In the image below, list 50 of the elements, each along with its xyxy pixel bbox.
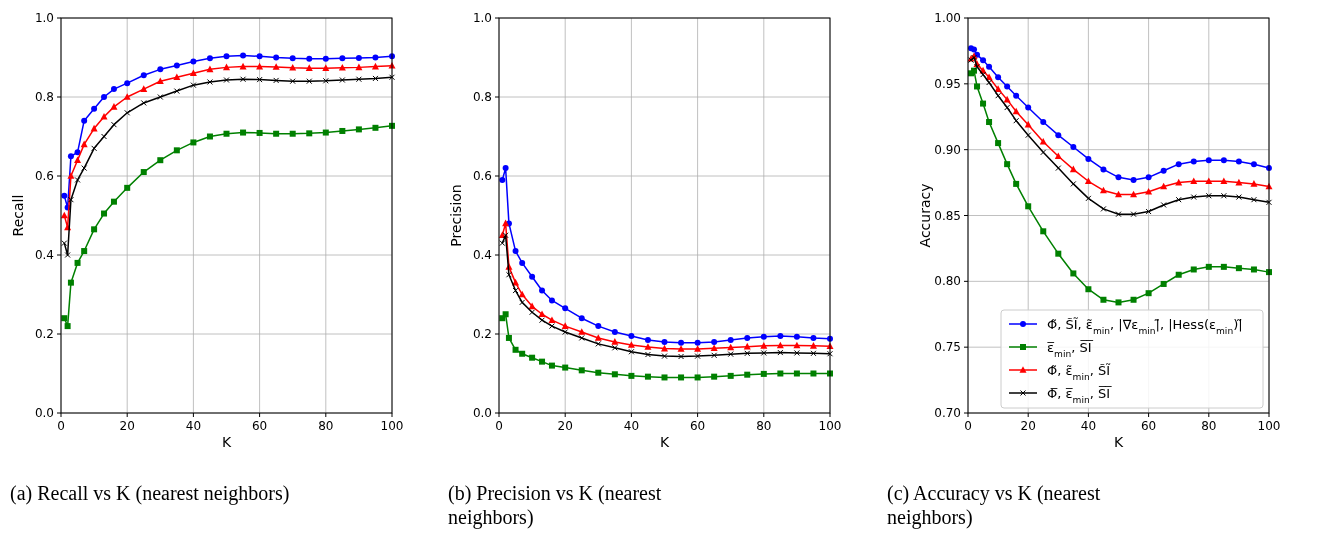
y-tick-label: 0.95 bbox=[934, 76, 961, 91]
y-tick-label: 0.2 bbox=[34, 327, 54, 341]
x-tick-label: 60 bbox=[1140, 419, 1157, 433]
y-tick-label: 0.80 bbox=[934, 274, 961, 289]
y-tick-label: 0.4 bbox=[34, 248, 54, 262]
x-tick-label: 80 bbox=[756, 419, 772, 433]
x-tick-label: 40 bbox=[185, 419, 202, 433]
text: (a) Recall vs K (nearest neighbors) bbox=[10, 482, 290, 505]
y-tick-label: 0.0 bbox=[34, 406, 54, 420]
y-tick-label: 0.2 bbox=[472, 327, 492, 341]
x-axis-title: K bbox=[221, 434, 232, 450]
y-tick-label: 1.0 bbox=[472, 11, 492, 25]
x-tick-label: 100 bbox=[380, 419, 404, 433]
x-tick-label: 20 bbox=[119, 419, 135, 433]
x-tick-label: 20 bbox=[1020, 419, 1036, 433]
legend-label: Φ̃, S̃Ĩ, ε̃$_{min}$, |∇ε$_{min}$|̃, |Hess(ε$_{min}$)|̃ bbox=[1047, 317, 1243, 336]
y-tick-label: 1.0 bbox=[34, 11, 54, 25]
y-tick-label: 0.6 bbox=[34, 169, 54, 183]
y-tick-label: 0.70 bbox=[934, 406, 961, 420]
y-tick-label: 0.4 bbox=[472, 248, 492, 262]
x-tick-label: 60 bbox=[251, 419, 268, 433]
x-tick-label: 40 bbox=[623, 419, 640, 433]
x-tick-label: 0 bbox=[495, 419, 503, 433]
x-tick-label: 80 bbox=[1201, 419, 1217, 433]
legend-label: Φ̅, ε̅$_{min}$, S̅I̅ bbox=[1047, 385, 1113, 405]
x-tick-label: 100 bbox=[1257, 419, 1281, 433]
text: (c) Accuracy vs K (nearest neighbors) bbox=[887, 482, 1101, 529]
y-tick-label: 0.75 bbox=[934, 340, 961, 355]
y-tick-label: 0.90 bbox=[934, 142, 961, 157]
y-axis-title: Precision bbox=[448, 184, 464, 247]
text: (b) Precision vs K (nearest neighbors) bbox=[448, 482, 662, 529]
x-tick-label: 100 bbox=[818, 419, 842, 433]
y-tick-label: 0.6 bbox=[472, 169, 492, 183]
legend-label: Φ̃, ε̃$_{min}$, S̃Ĩ bbox=[1047, 363, 1112, 382]
x-tick-label: 0 bbox=[964, 419, 972, 433]
legend-label: ε̅$_{min}$, S̅I̅ bbox=[1046, 339, 1094, 359]
x-tick-label: 20 bbox=[557, 419, 573, 433]
y-tick-label: 0.0 bbox=[472, 406, 492, 420]
y-axis-title: Accuracy bbox=[917, 183, 933, 248]
x-axis-title: K bbox=[659, 434, 670, 450]
x-tick-label: 80 bbox=[318, 419, 334, 433]
y-tick-label: 1.00 bbox=[934, 11, 961, 25]
y-tick-label: 0.85 bbox=[934, 208, 961, 223]
y-tick-label: 0.8 bbox=[472, 90, 492, 104]
y-axis-title: Recall bbox=[10, 194, 26, 237]
x-tick-label: 0 bbox=[57, 419, 65, 433]
x-tick-label: 40 bbox=[1080, 419, 1097, 433]
x-axis-title: K bbox=[1113, 434, 1124, 450]
y-tick-label: 0.8 bbox=[34, 90, 54, 104]
x-tick-label: 60 bbox=[689, 419, 706, 433]
